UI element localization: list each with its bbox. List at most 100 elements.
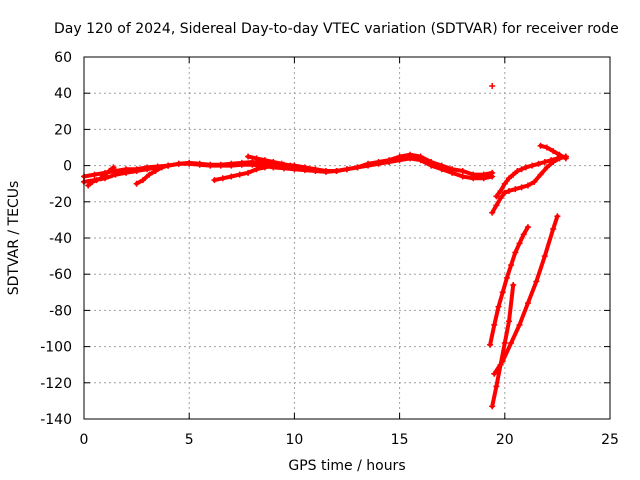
data-point [554, 213, 561, 220]
data-point [93, 177, 100, 184]
series-track-early-spike [85, 164, 117, 189]
series-track-late-a [489, 153, 569, 216]
data-point [512, 186, 519, 193]
series-track-drop-1 [487, 224, 531, 348]
data-point [236, 171, 243, 178]
data-point [518, 184, 525, 191]
data-point [501, 339, 508, 346]
y-tick-label: -140 [40, 412, 72, 428]
data-point [102, 171, 109, 178]
y-tick-label: -60 [49, 267, 72, 283]
data-point [506, 175, 513, 182]
data-point [261, 157, 268, 164]
series-trail [82, 156, 495, 184]
data-point [550, 148, 557, 155]
axis-ticks [83, 56, 611, 420]
data-point [531, 178, 538, 185]
data-point [207, 162, 214, 169]
x-tick-label: 20 [496, 432, 514, 448]
data-point [510, 171, 517, 178]
data-point [522, 164, 529, 171]
series-track-drop-2 [489, 282, 517, 410]
data-point [249, 161, 256, 168]
data-point [396, 157, 403, 164]
x-tick-label: 10 [285, 432, 303, 448]
data-point [428, 162, 435, 169]
x-tick-label: 0 [80, 432, 89, 448]
chart-title: Day 120 of 2024, Sidereal Day-to-day VTE… [54, 21, 619, 37]
data-point [535, 160, 542, 167]
series-trail [490, 283, 516, 409]
data-point [537, 171, 544, 178]
data-point [139, 177, 146, 184]
data-point [287, 162, 294, 169]
data-point [493, 383, 500, 390]
data-point [497, 195, 504, 202]
data-point [375, 160, 382, 167]
data-point [211, 177, 218, 184]
data-point [501, 189, 508, 196]
y-tick-labels: 60 40 20 0 -20 -40 -60 -80 -100 -120 -140 [40, 50, 72, 428]
y-tick-label: 40 [54, 86, 72, 102]
y-tick-label: -80 [49, 303, 72, 319]
data-point [543, 164, 550, 171]
data-point [407, 155, 414, 162]
data-point [253, 155, 260, 162]
y-tick-label: -40 [49, 231, 72, 247]
data-point [533, 278, 540, 285]
data-point [459, 173, 466, 180]
data-point [487, 341, 494, 348]
y-tick-label: 0 [63, 159, 72, 175]
data-point [261, 164, 268, 171]
data-point [365, 162, 372, 169]
data-point [499, 358, 506, 365]
data-point [489, 173, 496, 180]
data-point [228, 173, 235, 180]
series-track-late-c [537, 142, 569, 162]
data-point [91, 171, 98, 178]
data-point [417, 157, 424, 164]
data-point [123, 169, 130, 176]
data-point [493, 193, 500, 200]
data-point [270, 158, 277, 165]
data-point [524, 300, 531, 307]
data-point [470, 175, 477, 182]
data-point [512, 249, 519, 256]
data-point [89, 178, 96, 185]
data-point [459, 168, 466, 175]
series-track-rising-2-4h [133, 162, 172, 187]
series-track-late-b [493, 153, 569, 200]
series-track-loop-8-10h [245, 153, 302, 171]
data-point [106, 168, 113, 175]
data-point [508, 262, 515, 269]
data-point [110, 164, 117, 171]
data-point [508, 339, 515, 346]
series-track-rising-6-8h [211, 162, 277, 184]
y-tick-label: 60 [54, 50, 72, 66]
x-tick-labels: 0 5 10 15 20 25 [80, 432, 619, 448]
data-point [344, 166, 350, 173]
data-point [219, 175, 226, 182]
data-point [541, 158, 548, 165]
data-point [543, 144, 550, 151]
data-point [144, 166, 151, 173]
x-tick-label: 15 [391, 432, 409, 448]
data-point [312, 168, 319, 175]
data-point [510, 282, 517, 289]
data-point [152, 168, 159, 175]
data-point [112, 171, 119, 178]
data-point [228, 162, 235, 169]
data-point [322, 168, 329, 175]
plot-frame [83, 56, 611, 420]
x-tick-label: 25 [601, 432, 619, 448]
data-point [175, 160, 182, 167]
y-tick-label: -120 [40, 376, 72, 392]
data-point [280, 165, 287, 172]
data-point [516, 240, 523, 247]
data-point [529, 162, 536, 169]
data-point [165, 162, 172, 169]
data-point [518, 166, 525, 173]
data-point [550, 225, 557, 232]
data-point [491, 321, 498, 328]
